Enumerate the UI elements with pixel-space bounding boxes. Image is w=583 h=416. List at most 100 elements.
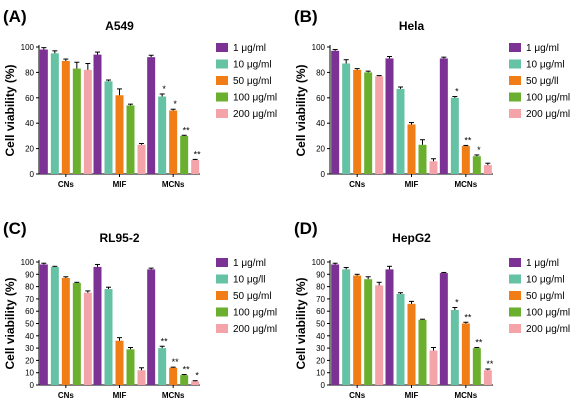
bar [72,282,81,385]
y-tick-label: 10 [316,369,325,378]
bar [418,144,427,174]
bar [364,72,373,174]
y-tick-label: 90 [25,270,34,279]
bar [439,58,448,174]
bar [158,348,167,385]
y-tick-label: 20 [316,356,325,365]
legend-label: 10 μg/ml [526,275,565,286]
y-tick-label: 0 [30,170,35,179]
significance-label: * [195,371,199,381]
bar [39,264,48,385]
bar [407,124,416,174]
legend-swatch [509,109,521,118]
bar [158,96,167,174]
legend-label: 50 μg/ml [233,76,272,87]
bar [72,68,81,174]
bar [439,273,448,385]
y-tick-label: 100 [21,258,35,267]
y-axis-label: Cell viability (%) [3,64,17,156]
legend-label: 50 μg/ml [233,291,272,302]
y-tick-label: 20 [316,145,325,154]
y-axis-label: Cell viability (%) [3,277,17,369]
bar [450,309,459,385]
legend-label: 100 μg/ml [233,93,277,104]
bar [331,264,340,385]
legend-label: 10 μg/ml [526,60,565,71]
panel-rl95-2: (C) RL95-2 Cell viability (%) 0 10 20 30 40 50 60… [3,219,277,400]
bar [483,370,492,385]
bar [418,319,427,385]
y-tick-label: 90 [316,270,325,279]
significance-label: * [162,84,166,94]
x-category-label: MCNs [454,391,477,400]
bar [429,161,438,174]
legend-swatch [509,92,521,102]
bar [342,63,351,175]
significance-label: ** [194,149,202,159]
legend-label: 100 μg/ml [526,308,570,319]
y-tick-label: 80 [25,283,34,292]
y-tick-label: 80 [316,68,325,77]
bar [93,54,102,175]
legend-label: 10 μg/ml [233,60,272,71]
x-category-label: CNs [349,180,366,189]
bar [180,135,189,174]
significance-label: * [477,145,481,155]
legend-swatch [509,324,521,333]
panel-hepg2: (D) HepG2 Cell viability (%) 0 10 20 30 40 50 60 7… [294,219,570,400]
y-tick-label: 100 [21,43,35,52]
legend-swatch [216,59,228,69]
significance-label: * [173,99,177,109]
y-tick-label: 50 [316,320,325,329]
y-tick-label: 0 [321,381,326,390]
legend-swatch [509,307,521,317]
significance-label: * [455,87,459,97]
legend-label: 1 μg/ml [233,43,266,54]
bar [93,266,102,385]
bar [385,58,394,174]
y-axis-label: Cell viability (%) [294,277,308,369]
bar [126,349,135,385]
significance-label: ** [172,357,180,367]
y-tick-label: 30 [316,344,325,353]
y-tick-label: 50 [25,320,34,329]
bar [342,269,351,385]
x-category-label: MCNs [162,180,185,189]
legend-swatch [509,76,521,85]
significance-label: ** [161,336,169,346]
y-tick-label: 60 [25,94,34,103]
bar [353,69,362,174]
legend-label: 1 μg/ml [526,258,559,269]
bar [191,381,200,385]
y-tick-label: 80 [25,68,34,77]
legend-label: 100 μg/ml [526,93,570,104]
bar [472,156,481,174]
panel-hela: (B) Hela Cell viability (%) 0 20 40 60 80 100 CNs… [294,7,570,189]
chart-title: Hela [399,19,425,33]
bar [331,50,340,175]
bar [396,88,405,174]
bar [61,277,70,385]
bar [115,95,124,174]
legend-swatch [216,43,228,52]
bar [147,269,156,385]
panel-label: (C) [3,219,27,238]
bar [461,323,470,385]
y-axis-label: Cell viability (%) [294,64,308,156]
y-tick-label: 60 [316,307,325,316]
legend-swatch [216,92,228,102]
y-tick-label: 70 [316,295,325,304]
chart-title: RL95-2 [99,231,139,245]
legend-label: 100 μg/ml [233,308,277,319]
bar [396,293,405,385]
y-tick-label: 20 [25,145,34,154]
bar [385,269,394,385]
legend-swatch [216,291,228,300]
legend-label: 200 μg/ml [233,109,277,120]
x-category-label: CNs [58,391,75,400]
y-tick-label: 60 [25,307,34,316]
y-tick-label: 40 [316,119,325,128]
bar [169,367,178,385]
significance-label: ** [475,337,483,347]
